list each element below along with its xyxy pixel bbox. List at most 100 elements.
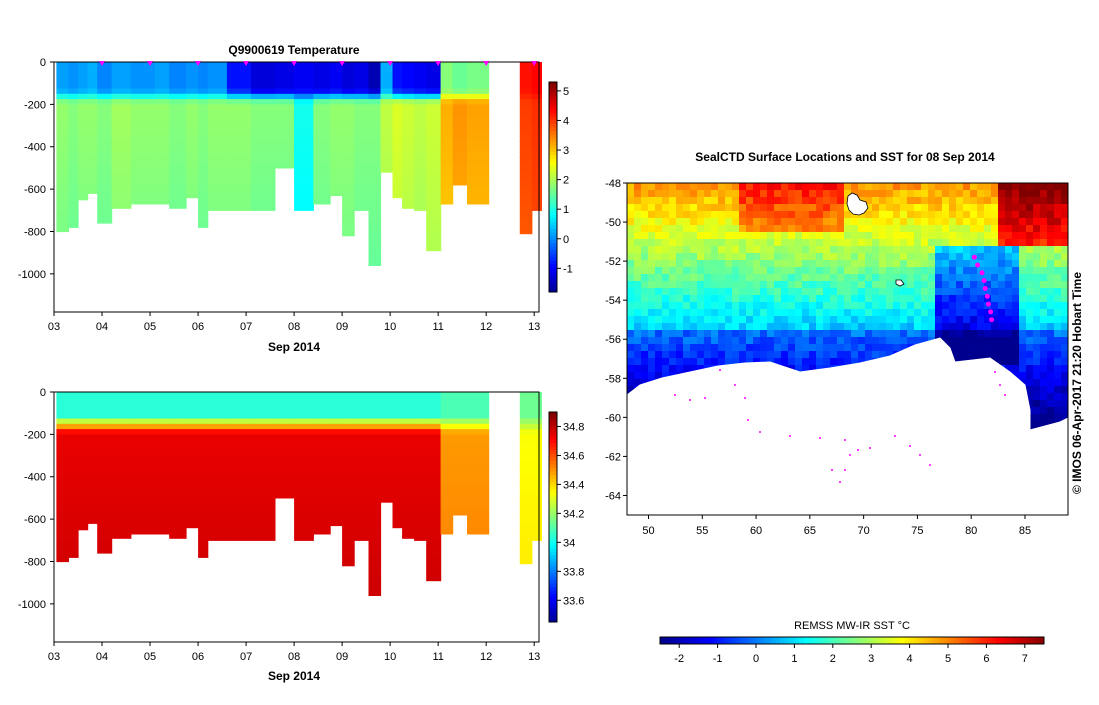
temperature-cell: [131, 168, 156, 174]
sst-cell: [676, 337, 683, 344]
temperature-cell: [78, 173, 88, 179]
salinity-cell: [354, 413, 369, 419]
salinity-cell: [441, 413, 454, 419]
salinity-cell: [441, 509, 454, 515]
temperature-cell: [78, 157, 88, 163]
salinity-cell: [342, 456, 355, 462]
temperature-cell: [56, 115, 69, 121]
sst-cell: [837, 316, 844, 323]
temperature-x-tick-label: 03: [48, 321, 60, 333]
sst-cell: [956, 197, 963, 204]
sst-cell: [858, 281, 865, 288]
salinity-cell: [354, 397, 369, 403]
sst-cell: [802, 288, 809, 295]
sst-cell: [774, 323, 781, 330]
temperature-colorbar-segment: [549, 121, 557, 125]
sst-cell: [725, 330, 732, 337]
temperature-colorbar-segment: [549, 205, 557, 209]
salinity-cell: [342, 445, 355, 451]
sst-cell: [704, 351, 711, 358]
salinity-cell: [112, 456, 132, 462]
temperature-cell: [227, 89, 252, 95]
salinity-cell: [68, 456, 78, 462]
sst-cell: [963, 288, 970, 295]
sst-cell: [676, 183, 683, 190]
salinity-cell: [198, 461, 208, 467]
salinity-cell: [414, 514, 427, 520]
temperature-cell: [426, 147, 441, 153]
salinity-cell: [169, 477, 186, 483]
temperature-cell: [251, 89, 276, 95]
temperature-cell: [342, 67, 355, 73]
sst-cell: [1026, 253, 1033, 260]
temperature-cell: [97, 168, 112, 174]
sst-cell: [697, 295, 704, 302]
sst-cell: [991, 246, 998, 253]
salinity-cell: [294, 413, 314, 419]
temperature-cell: [169, 126, 186, 132]
temperature-cell: [155, 83, 170, 89]
sst-cell: [900, 246, 907, 253]
temperature-cell: [56, 99, 69, 105]
temperature-colorbar-segment: [549, 96, 557, 100]
salinity-cell: [56, 445, 69, 451]
sst-cell: [746, 351, 753, 358]
sst-cell: [795, 204, 802, 211]
sst-cell: [956, 295, 963, 302]
salinity-cell: [112, 509, 132, 515]
temperature-cell: [208, 194, 228, 200]
temperature-cell: [467, 189, 489, 195]
temperature-cell: [393, 152, 403, 158]
sst-cell: [928, 288, 935, 295]
salinity-cell: [97, 524, 112, 530]
salinity-cell: [56, 519, 69, 525]
salinity-cell: [112, 482, 132, 488]
sst-cell: [627, 365, 634, 372]
salinity-colorbar-segment: [549, 563, 557, 567]
salinity-cell: [97, 466, 112, 472]
salinity-cell: [330, 487, 343, 493]
salinity-cell: [251, 493, 276, 499]
temperature-cell: [453, 94, 468, 100]
sst-cell: [816, 183, 823, 190]
sst-cell: [788, 323, 795, 330]
salinity-cell: [414, 461, 427, 467]
temperature-cell: [97, 67, 112, 73]
temperature-cell: [313, 67, 330, 73]
salinity-cell: [414, 440, 427, 446]
salinity-cell: [88, 408, 98, 414]
temperature-cell: [251, 120, 276, 126]
sst-cell: [998, 351, 1005, 358]
sst-cell: [872, 295, 879, 302]
sst-cell: [823, 309, 830, 316]
sst-cell: [1047, 211, 1054, 218]
sst-cell: [753, 344, 760, 351]
sst-cell: [1040, 253, 1047, 260]
sst-cell: [767, 337, 774, 344]
sst-cell: [634, 358, 641, 365]
temperature-colorbar-segment: [549, 254, 557, 258]
salinity-cell: [467, 419, 489, 425]
salinity-colorbar-segment: [549, 503, 557, 507]
sst-cell: [844, 239, 851, 246]
temperature-cell: [155, 168, 170, 174]
temperature-cell: [402, 147, 415, 153]
sst-cell: [1054, 225, 1061, 232]
salinity-cell: [381, 440, 394, 446]
salinity-cell: [294, 450, 314, 456]
sst-cell: [641, 232, 648, 239]
sst-cell: [662, 260, 669, 267]
temperature-cell: [426, 163, 441, 169]
sst-cell: [641, 190, 648, 197]
sst-cell: [872, 183, 879, 190]
salinity-cell: [330, 450, 343, 456]
sst-cell: [914, 211, 921, 218]
sst-cell: [725, 204, 732, 211]
temperature-colorbar-segment: [549, 177, 557, 181]
temperature-cell: [198, 173, 208, 179]
salinity-cell: [78, 524, 88, 530]
temperature-cell: [467, 94, 489, 100]
salinity-cell: [131, 461, 156, 467]
temperature-cell: [467, 184, 489, 190]
sst-cell: [802, 183, 809, 190]
